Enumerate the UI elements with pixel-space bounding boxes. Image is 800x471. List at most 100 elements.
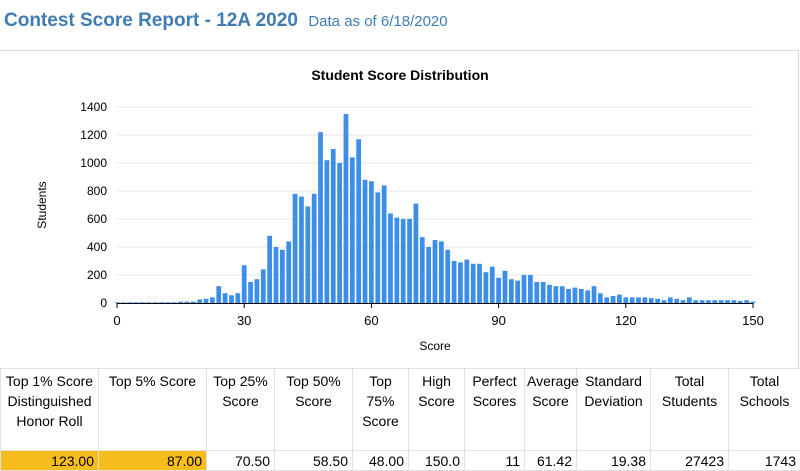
histogram-bar	[115, 302, 120, 303]
histogram-bar	[318, 132, 323, 303]
stat-header: Total Schools	[729, 369, 800, 451]
stat-header: Top 75% Score	[353, 369, 409, 451]
stat-header: Top 50% Score	[275, 369, 353, 451]
histogram-bar	[388, 213, 393, 303]
histogram-bar	[350, 157, 355, 303]
stat-value: 19.38	[577, 451, 651, 471]
stat-value-top5: 87.00	[99, 451, 207, 471]
histogram-bar	[433, 240, 438, 303]
y-tick-label: 400	[87, 240, 107, 254]
histogram-bar	[356, 139, 361, 303]
histogram-bar	[280, 250, 285, 303]
histogram-bar	[496, 278, 501, 303]
histogram-bar	[458, 262, 463, 303]
histogram-bar	[197, 300, 202, 304]
histogram-bar	[464, 260, 469, 303]
histogram-bar	[305, 206, 310, 303]
stats-table: Top 1% Score Distinguished Honor Roll To…	[0, 368, 800, 471]
histogram-bar	[140, 302, 145, 303]
x-tick-label: 150	[742, 313, 764, 328]
histogram-bar	[166, 302, 171, 303]
report-header: Contest Score Report - 12A 2020 Data as …	[4, 10, 448, 40]
stat-header: Top 25% Score	[207, 369, 275, 451]
x-axis-label: Score	[419, 339, 451, 353]
histogram-bar	[445, 250, 450, 303]
histogram-bar	[490, 267, 495, 303]
stat-header: Top 5% Score	[99, 369, 207, 451]
histogram-bar	[560, 286, 565, 303]
histogram-bar	[598, 293, 603, 303]
histogram-bar	[693, 300, 698, 303]
stat-header: Perfect Scores	[465, 369, 525, 451]
stat-header: Average Score	[525, 369, 577, 451]
score-distribution-chart: Student Score Distribution 0200400600800…	[0, 51, 798, 368]
histogram-bar	[700, 300, 705, 303]
histogram-bar	[369, 181, 374, 303]
histogram-bar	[407, 219, 412, 303]
histogram-bar	[534, 282, 539, 303]
stat-header: Top 1% Score Distinguished Honor Roll	[1, 369, 99, 451]
histogram-bar	[719, 300, 724, 303]
stat-header: High Score	[409, 369, 465, 451]
histogram-bar	[172, 302, 177, 303]
histogram-bar	[401, 219, 406, 303]
histogram-bar	[566, 289, 571, 303]
histogram-bar	[732, 300, 737, 303]
histogram-bar	[325, 160, 330, 303]
stat-value: 11	[465, 451, 525, 471]
histogram-bar	[286, 241, 291, 303]
histogram-bar	[229, 295, 234, 303]
histogram-bar	[159, 302, 164, 303]
histogram-bar	[248, 282, 253, 303]
histogram-bar	[484, 272, 489, 303]
y-tick-label: 800	[87, 184, 107, 198]
histogram-bar	[725, 300, 730, 303]
y-tick-label: 0	[100, 296, 107, 310]
histogram-bar	[617, 295, 622, 303]
stat-header: Standard Deviation	[577, 369, 651, 451]
histogram-bar	[242, 265, 247, 303]
histogram-bar	[191, 302, 196, 303]
stats-value-row: 123.00 87.00 70.50 58.50 48.00 150.0 11 …	[1, 451, 800, 471]
histogram-bar	[210, 297, 215, 303]
histogram-bar	[592, 286, 597, 303]
histogram-bar	[439, 241, 444, 303]
histogram-bar	[528, 275, 533, 303]
y-tick-label: 1200	[80, 128, 107, 142]
histogram-bar	[655, 299, 660, 303]
x-tick-label: 0	[113, 313, 120, 328]
histogram-bar	[585, 290, 590, 303]
x-tick-label: 60	[364, 313, 378, 328]
histogram-bar	[712, 300, 717, 303]
histogram-bar	[662, 300, 667, 303]
histogram-bar	[668, 297, 673, 303]
report-date: Data as of 6/18/2020	[308, 13, 447, 30]
histogram-bar	[426, 247, 431, 303]
stats-header-row: Top 1% Score Distinguished Honor Roll To…	[1, 369, 800, 451]
histogram-bar	[293, 194, 298, 303]
histogram-bar	[331, 149, 336, 303]
histogram-bar	[744, 300, 749, 303]
stat-value: 1743	[729, 451, 800, 471]
histogram-bar	[611, 296, 616, 303]
stat-value: 70.50	[207, 451, 275, 471]
histogram-bar	[674, 299, 679, 303]
histogram-bar	[312, 194, 317, 303]
histogram-bar	[153, 302, 158, 303]
histogram-bar	[503, 271, 508, 303]
histogram-bar	[687, 297, 692, 303]
histogram-bar	[134, 302, 139, 303]
histogram-bar	[452, 261, 457, 303]
y-tick-label: 200	[87, 268, 107, 282]
y-tick-label: 600	[87, 212, 107, 226]
histogram-bar	[223, 293, 228, 303]
stat-header: Total Students	[651, 369, 729, 451]
report-title: Contest Score Report - 12A 2020	[4, 10, 298, 31]
stat-value: 61.42	[525, 451, 577, 471]
histogram-bar	[344, 114, 349, 303]
chart-title: Student Score Distribution	[311, 67, 488, 83]
stat-value: 150.0	[409, 451, 465, 471]
histogram-bar	[255, 279, 260, 303]
histogram-bar	[363, 180, 368, 303]
x-tick-label: 30	[237, 313, 251, 328]
